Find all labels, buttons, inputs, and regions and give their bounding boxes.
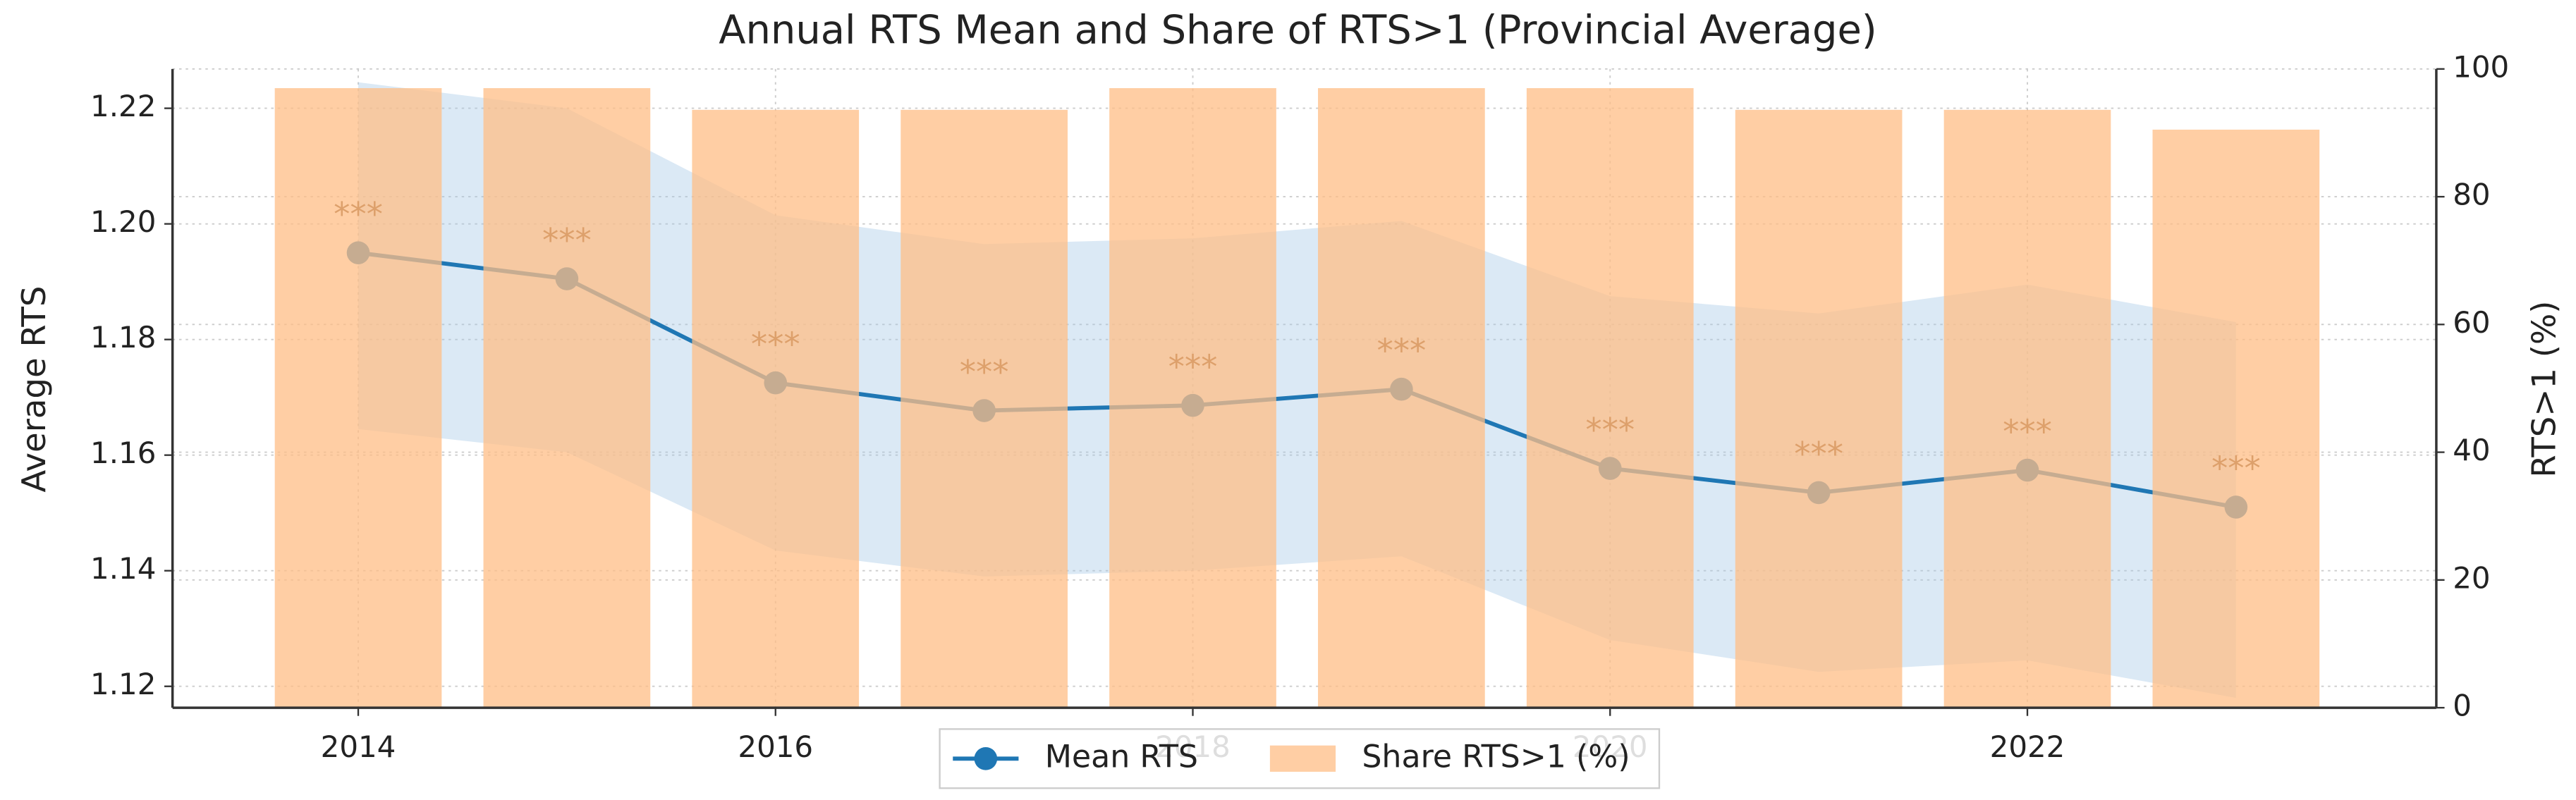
y2-tick-label: 0 [2453, 689, 2472, 723]
y2-tick-label: 80 [2453, 178, 2490, 212]
y2-tick-label: 40 [2453, 433, 2490, 467]
y-axis-label: Average RTS [15, 286, 53, 493]
bar [483, 88, 651, 708]
legend-label: Mean RTS [1045, 739, 1198, 775]
bar [1735, 109, 1903, 708]
x-tick-label: 2014 [321, 730, 396, 764]
y2-tick-label: 60 [2453, 305, 2490, 340]
y-tick-label: 1.14 [90, 551, 156, 586]
bar [1526, 88, 1694, 708]
legend-swatch [974, 746, 998, 770]
y-tick-label: 1.18 [90, 320, 156, 355]
legend-label: Share RTS>1 (%) [1362, 739, 1630, 775]
bar [1109, 88, 1276, 708]
y2-tick-label: 100 [2453, 49, 2509, 84]
bar [2152, 129, 2320, 708]
y-tick-label: 1.20 [90, 204, 156, 239]
line [358, 250, 2237, 510]
y2-tick-label: 20 [2453, 560, 2490, 595]
bar [1318, 88, 1485, 708]
x-tick-label: 2016 [738, 730, 813, 764]
legend-swatch [1269, 745, 1336, 772]
bar [901, 109, 1068, 708]
bar [1943, 109, 2111, 708]
legend: Mean RTS Share RTS>1 (%) [939, 728, 1661, 789]
chart-title: Annual RTS Mean and Share of RTS>1 (Prov… [719, 8, 1876, 54]
x-tick-label: 2022 [1990, 730, 2065, 764]
y-tick-label: 1.16 [90, 436, 156, 470]
y-tick-label: 1.12 [90, 667, 156, 701]
bar [692, 109, 860, 708]
y-tick-label: 1.22 [90, 89, 156, 123]
y2-axis-label: RTS>1 (%) [2525, 301, 2563, 478]
bar [274, 88, 442, 708]
